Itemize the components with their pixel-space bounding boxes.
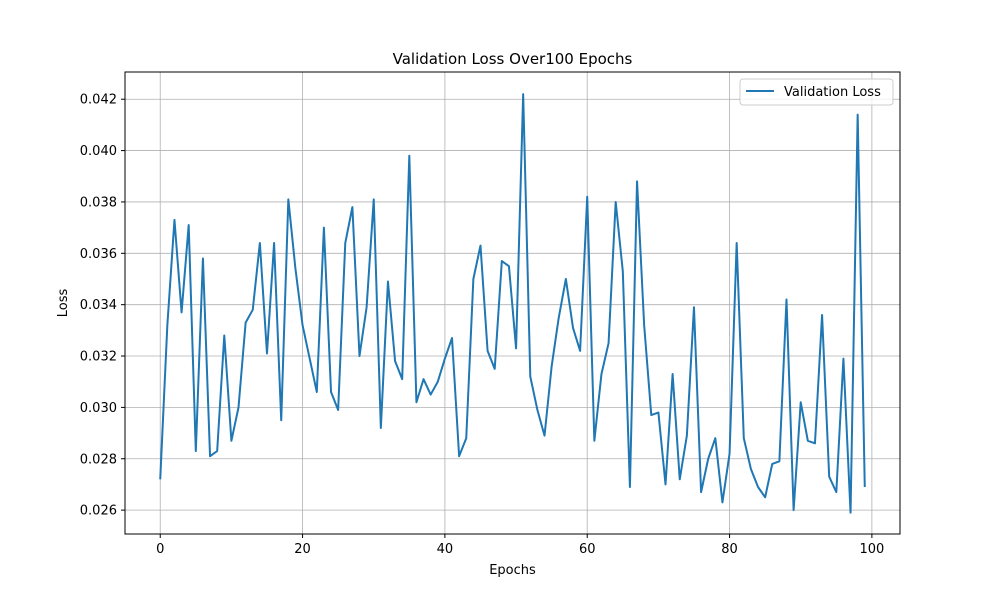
y-tick-label: 0.030: [80, 401, 117, 416]
y-tick-label: 0.040: [80, 144, 117, 159]
x-axis-label: Epochs: [489, 563, 536, 578]
y-tick-label: 0.038: [80, 195, 117, 210]
legend: Validation Loss: [740, 79, 893, 105]
y-tick-label: 0.034: [80, 298, 117, 313]
y-tick-label: 0.026: [80, 504, 117, 519]
x-tick-label: 60: [579, 542, 596, 557]
x-tick-label: 40: [437, 542, 454, 557]
x-tick-label: 80: [721, 542, 738, 557]
legend-label: Validation Loss: [784, 85, 881, 100]
x-tick-label: 20: [294, 542, 311, 557]
x-tick-label: 100: [859, 542, 884, 557]
y-axis-label: Loss: [56, 289, 71, 318]
chart-title: Validation Loss Over100 Epochs: [393, 50, 633, 68]
y-tick-label: 0.028: [80, 452, 117, 467]
y-tick-label: 0.036: [80, 247, 117, 262]
y-tick-label: 0.042: [80, 93, 117, 108]
x-tick-label: 0: [156, 542, 164, 557]
y-tick-label: 0.032: [80, 350, 117, 365]
